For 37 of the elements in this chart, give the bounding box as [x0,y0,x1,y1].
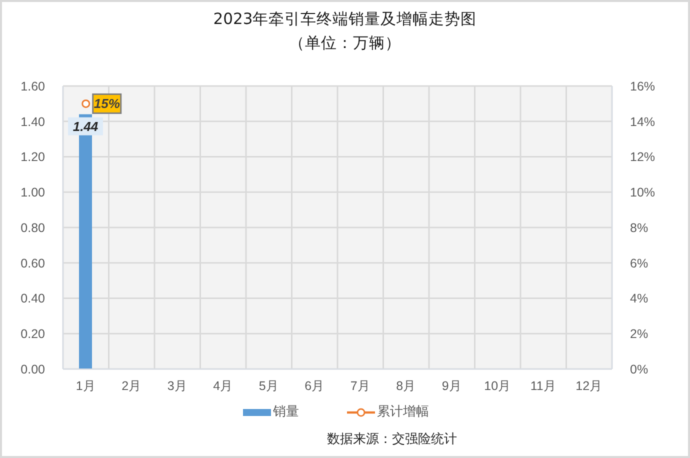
x-tick-label: 9月 [442,378,462,393]
x-tick-label: 3月 [167,378,188,393]
y-tick-label: 0.80 [20,220,46,235]
y2-tick-label: 6% [630,256,648,270]
y-tick-label: 0.40 [20,292,46,306]
x-tick-label: 1月 [76,378,96,393]
x-tick-label: 7月 [350,378,370,393]
y2-tick-label: 2% [630,327,648,342]
x-tick-label: 2月 [122,378,142,393]
x-tick-label: 12月 [576,378,603,393]
data-label: 15% [94,96,120,112]
y-tick-label: 1.40 [20,114,46,129]
y-tick-label: 1.00 [20,186,46,200]
y-tick-label: 0.60 [20,256,46,270]
y2-tick-label: 12% [630,150,656,164]
chart-subtitle: （单位：万辆） [288,33,402,54]
y2-tick-label: 4% [630,292,648,306]
data-label: 1.44 [72,118,99,134]
y2-tick-label: 0% [630,362,648,376]
y-tick-label: 0.00 [20,362,46,376]
y-tick-label: 1.60 [20,79,46,94]
legend-label: 累计增幅 [377,404,429,420]
x-tick-label: 11月 [530,378,556,393]
source-note: 数据来源：交强险统计 [327,431,457,448]
x-tick-label: 4月 [213,378,234,393]
y-tick-label: 1.20 [20,150,46,164]
legend-label: 销量 [273,404,299,420]
x-tick-label: 10月 [484,378,512,393]
y2-tick-label: 8% [630,220,648,235]
x-tick-label: 6月 [304,378,325,393]
x-tick-label: 5月 [258,378,279,393]
y-tick-label: 0.20 [20,327,46,342]
x-tick-label: 8月 [396,378,416,393]
y2-tick-label: 10% [630,186,656,200]
y2-tick-label: 14% [630,114,656,129]
chart-title: 2023年牵引车终端销量及增幅走势图 [212,9,478,30]
y2-tick-label: 16% [630,79,656,94]
